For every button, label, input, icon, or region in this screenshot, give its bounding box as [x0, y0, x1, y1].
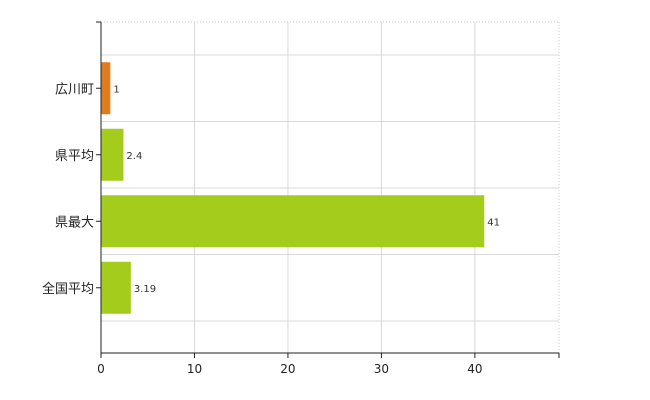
bar-3 — [101, 261, 131, 314]
category-label-1: 県平均 — [55, 149, 94, 164]
x-tick-label-0: 0 — [97, 362, 105, 376]
category-label-3: 全国平均 — [42, 281, 94, 297]
grid-lines — [101, 21, 560, 353]
category-label-0: 広川町 — [55, 82, 94, 97]
x-tick-label-20: 20 — [280, 362, 295, 376]
labels: 1 広川町 2.4 県平均 41 県最大 3.19 全国平均 0 10 20 30 40 — [42, 82, 500, 376]
bars — [101, 62, 485, 314]
bar-2 — [101, 195, 485, 248]
category-label-2: 県最大 — [55, 215, 94, 230]
x-tick-label-30: 30 — [374, 362, 389, 376]
axes — [96, 21, 560, 358]
data-label-1: 2.4 — [126, 151, 142, 162]
bar-0 — [101, 62, 111, 115]
data-label-2: 41 — [487, 217, 500, 228]
x-tick-label-10: 10 — [187, 362, 202, 376]
bar-1 — [101, 128, 124, 181]
data-label-3: 3.19 — [134, 284, 156, 295]
x-tick-label-40: 40 — [467, 362, 482, 376]
data-label-0: 1 — [113, 84, 119, 95]
